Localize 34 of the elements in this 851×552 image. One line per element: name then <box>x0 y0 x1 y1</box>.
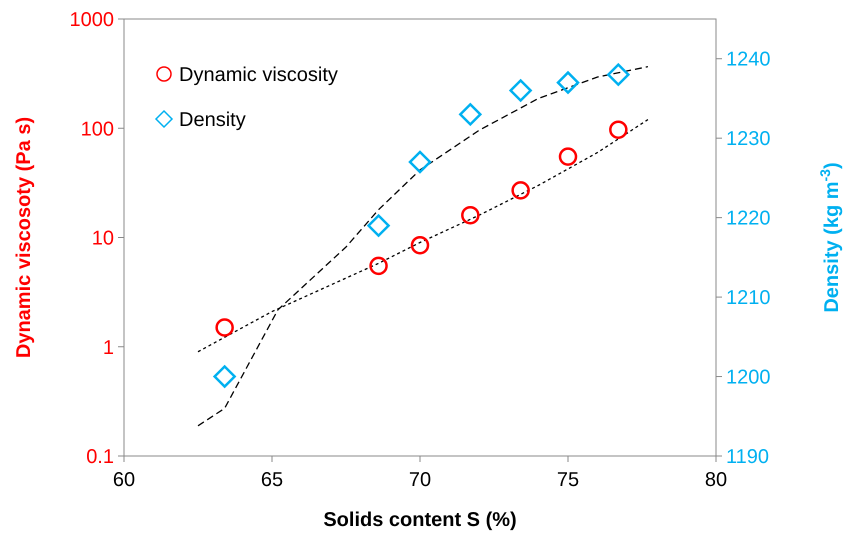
point <box>213 365 236 388</box>
y-tick-label: 10 <box>92 228 114 250</box>
y2-tick-label: 1190 <box>726 446 770 468</box>
y-tick-label: 0.1 <box>86 446 114 468</box>
point <box>609 120 628 139</box>
point <box>556 71 580 94</box>
x-tick-label: 60 <box>112 469 136 491</box>
point <box>459 103 482 126</box>
point <box>509 79 532 102</box>
x-tick-label: 70 <box>408 469 432 491</box>
x-axis-title: Solids content S (%) <box>323 509 517 531</box>
point <box>410 236 430 254</box>
x-tick-label: 80 <box>704 469 728 491</box>
point <box>558 147 578 166</box>
y2-tick-label: 1230 <box>726 128 770 150</box>
point <box>369 256 388 276</box>
point <box>215 318 234 337</box>
point <box>607 63 630 86</box>
y-tick-label: 1 <box>102 336 114 359</box>
point <box>511 181 530 200</box>
y2-tick-label: 1210 <box>726 287 770 310</box>
point <box>408 150 432 174</box>
y-axis-title: Dynamic viscosoty (Pa s) <box>13 116 35 358</box>
y2-tick-label: 1200 <box>726 366 770 389</box>
legend-label: Dynamic viscosity <box>179 64 338 86</box>
x-tick-label: 65 <box>260 469 284 491</box>
y2-tick-label: 1220 <box>726 208 770 230</box>
point <box>367 214 390 237</box>
point <box>461 206 480 224</box>
legend-label: Density <box>179 109 246 131</box>
y-tick-label: 100 <box>80 118 114 140</box>
y-tick-label: 1000 <box>70 9 114 31</box>
y2-tick-label: 1240 <box>726 48 770 71</box>
x-tick-label: 75 <box>556 469 580 491</box>
